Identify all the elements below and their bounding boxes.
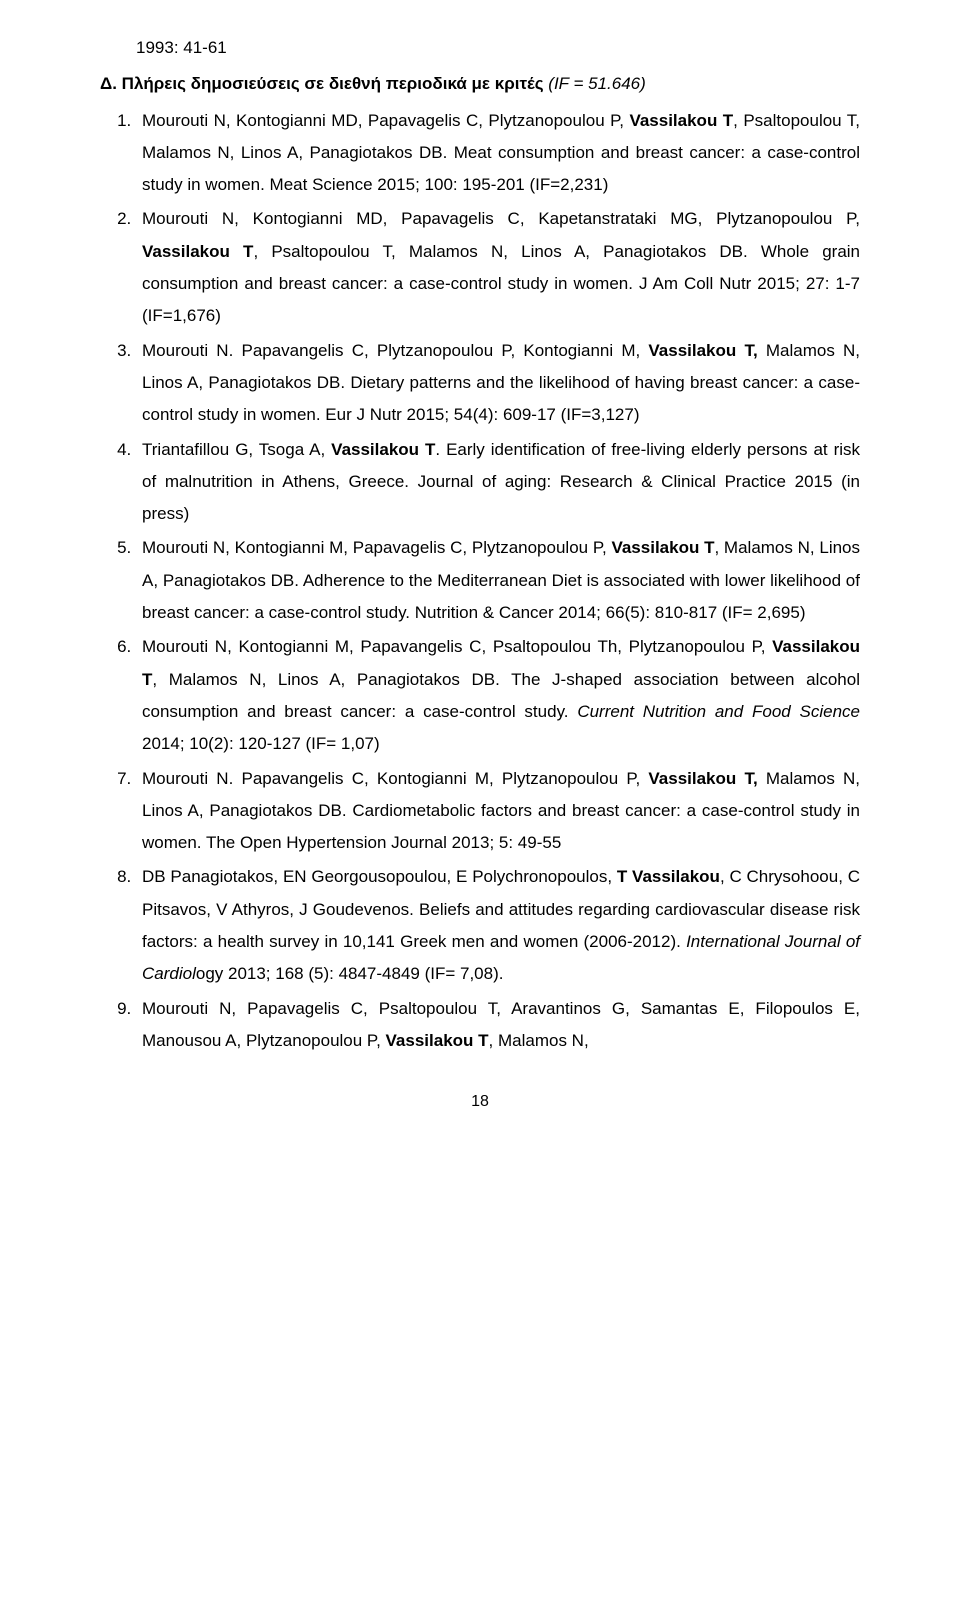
references-list: Mourouti N, Kontogianni MD, Papavagelis … — [100, 105, 860, 1058]
ref-text: Mourouti N, Kontogianni MD, Papavagelis … — [142, 209, 860, 228]
ref-text: Mourouti N, Kontogianni M, Papavangelis … — [142, 637, 772, 656]
ref-author-bold: Vassilakou T — [629, 111, 733, 130]
ref-author-bold: Vassilakou T — [331, 440, 435, 459]
ref-author-bold: Vassilakou T — [611, 538, 714, 557]
reference-item: Mourouti N, Papavagelis C, Psaltopoulou … — [136, 993, 860, 1058]
ref-text: Triantafillou G, Tsoga A, — [142, 440, 331, 459]
ref-text: Mourouti N. Papavangelis C, Plytzanopoul… — [142, 341, 648, 360]
reference-item: Mourouti N, Kontogianni M, Papavagelis C… — [136, 532, 860, 629]
pre-line: 1993: 41-61 — [100, 32, 860, 64]
ref-text: ogy 2013; 168 (5): 4847-4849 (IF= 7,08). — [196, 964, 504, 983]
page-number: 18 — [100, 1087, 860, 1117]
ref-author-bold: Vassilakou T — [386, 1031, 489, 1050]
section-heading-if: (IF = 51.646) — [548, 74, 646, 93]
ref-author-bold: Vassilakou T, — [648, 341, 757, 360]
reference-item: Mourouti N, Kontogianni MD, Papavagelis … — [136, 203, 860, 332]
page-container: 1993: 41-61 Δ. Πλήρεις δημοσιεύσεις σε δ… — [0, 0, 960, 1614]
reference-item: Triantafillou G, Tsoga A, Vassilakou T. … — [136, 434, 860, 531]
ref-text: , Malamos N, — [489, 1031, 589, 1050]
reference-item: Mourouti N. Papavangelis C, Plytzanopoul… — [136, 335, 860, 432]
ref-text: DB Panagiotakos, EN Georgousopoulou, E P… — [142, 867, 617, 886]
reference-item: DB Panagiotakos, EN Georgousopoulou, E P… — [136, 861, 860, 990]
ref-text: 2014; 10(2): 120-127 (IF= 1,07) — [142, 734, 380, 753]
reference-item: Mourouti N, Kontogianni MD, Papavagelis … — [136, 105, 860, 202]
ref-text: Mourouti N, Kontogianni M, Papavagelis C… — [142, 538, 611, 557]
section-heading-label: Δ. Πλήρεις δημοσιεύσεις σε διεθνή περιοδ… — [100, 74, 548, 93]
ref-author-bold: Vassilakou T, — [648, 769, 757, 788]
reference-item: Mourouti N, Kontogianni M, Papavangelis … — [136, 631, 860, 760]
ref-journal-italic: Current Nutrition and Food Science — [577, 702, 860, 721]
ref-author-bold: Vassilakou T — [142, 242, 253, 261]
section-heading: Δ. Πλήρεις δημοσιεύσεις σε διεθνή περιοδ… — [100, 68, 860, 100]
ref-text: Mourouti N, Kontogianni MD, Papavagelis … — [142, 111, 629, 130]
ref-text: Mourouti N. Papavangelis C, Kontogianni … — [142, 769, 648, 788]
ref-author-bold: T Vassilakou — [617, 867, 720, 886]
reference-item: Mourouti N. Papavangelis C, Kontogianni … — [136, 763, 860, 860]
